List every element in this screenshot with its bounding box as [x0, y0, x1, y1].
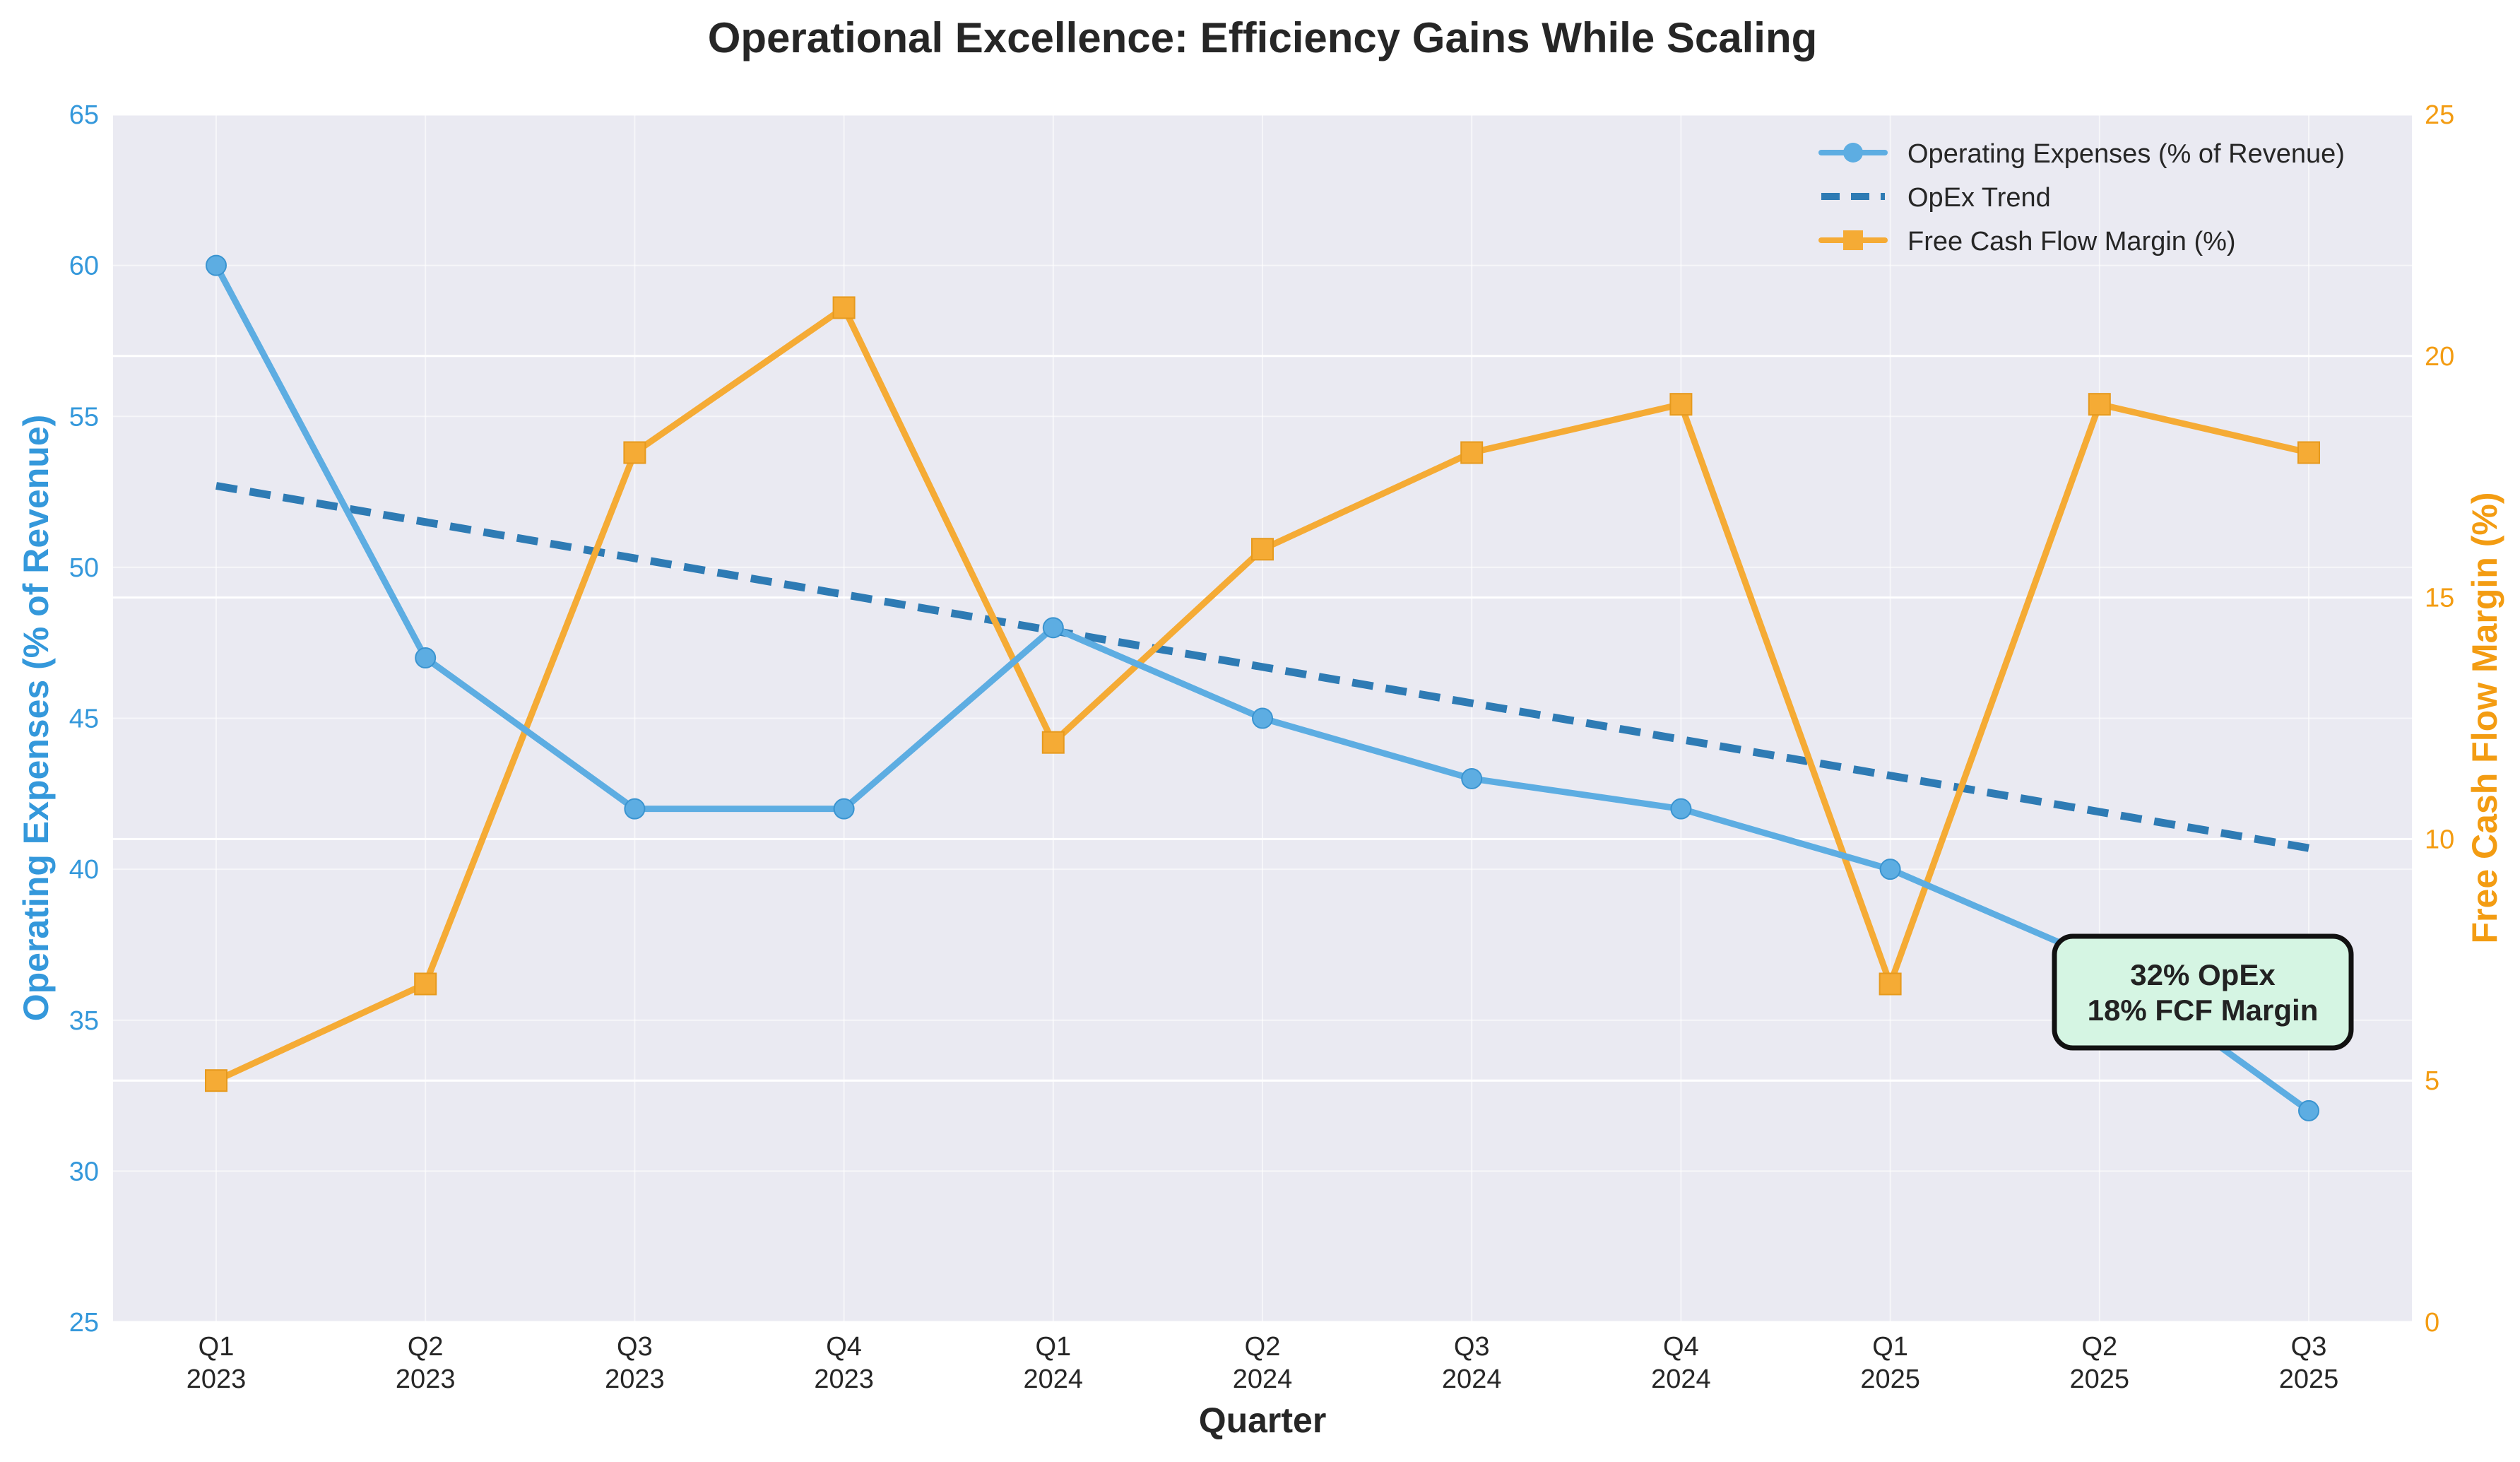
left-axis-tick-label: 40: [69, 855, 99, 885]
point-fcf: [1879, 972, 1902, 996]
legend-item-trend: OpEx Trend: [1821, 183, 2051, 213]
right-axis-tick-label: 25: [2425, 100, 2454, 130]
legend-label-fcf: Free Cash Flow Margin (%): [1907, 227, 2236, 257]
left-axis-tick-label: 65: [69, 100, 99, 130]
x-axis-tick-label: Q1 2024: [1024, 1332, 1084, 1394]
point-opex: [624, 798, 646, 820]
x-axis-tick-label: Q1 2025: [1860, 1332, 1920, 1394]
x-axis-tick-label: Q2 2025: [2070, 1332, 2130, 1394]
legend-item-fcf: Free Cash Flow Margin (%): [1818, 227, 2236, 257]
point-opex: [415, 647, 437, 669]
left-axis-tick-label: 60: [69, 252, 99, 281]
grid-lines: [113, 113, 2412, 1324]
left-axis-tick-label: 35: [69, 1006, 99, 1036]
left-axis-tick-label: 55: [69, 402, 99, 432]
point-fcf: [623, 441, 646, 464]
point-opex: [206, 254, 227, 276]
series-layer: [205, 254, 2320, 1121]
point-opex: [1252, 707, 1273, 729]
left-axis-tick-label: 30: [69, 1157, 99, 1186]
axes-layer: 25 30 35 40 45 50 55 60 65 0 5 10 15 20 25 Q1 2023 Q2 2023…: [69, 100, 2455, 1394]
legend-marker-fcf: [1843, 230, 1863, 250]
x-axis-title: Quarter: [1199, 1401, 1327, 1440]
chart-title: Operational Excellence: Efficiency Gains…: [708, 14, 1818, 61]
x-axis-tick-label: Q3 2024: [1442, 1332, 1502, 1394]
left-axis-tick-label: 50: [69, 553, 99, 583]
x-axis-tick-label: Q2 2023: [396, 1332, 456, 1394]
x-axis-tick-label: Q3 2023: [605, 1332, 665, 1394]
left-axis-tick-label: 45: [69, 705, 99, 734]
point-fcf: [414, 972, 437, 996]
point-opex: [1670, 798, 1692, 820]
legend: Operating Expenses (% of Revenue) OpEx T…: [1818, 139, 2345, 257]
point-fcf: [2297, 441, 2320, 464]
right-y-axis-title: Free Cash Flow Margin (%): [2465, 493, 2504, 944]
x-axis-tick-label: Q2 2024: [1233, 1332, 1293, 1394]
point-opex: [1879, 859, 1901, 880]
point-fcf: [1041, 731, 1065, 754]
right-axis-tick-label: 10: [2425, 825, 2454, 854]
point-fcf: [1669, 393, 1693, 416]
legend-marker-opex: [1843, 143, 1863, 163]
point-fcf: [832, 296, 856, 319]
annotation-box: 32% OpEx 18% FCF Margin: [2052, 933, 2354, 1051]
point-fcf: [2088, 393, 2111, 416]
legend-item-opex: Operating Expenses (% of Revenue): [1818, 139, 2345, 169]
right-axis-tick-label: 15: [2425, 584, 2454, 613]
right-axis-tick-label: 5: [2425, 1066, 2439, 1096]
legend-label-trend: OpEx Trend: [1907, 183, 2051, 213]
annotation-line-fcf: 18% FCF Margin: [2088, 994, 2319, 1027]
left-y-axis-title: Operating Expenses (% of Revenue): [16, 415, 56, 1022]
point-fcf: [1251, 538, 1274, 561]
right-axis-tick-label: 0: [2425, 1308, 2439, 1338]
point-fcf: [205, 1069, 227, 1092]
x-axis-tick-label: Q1 2023: [187, 1332, 247, 1394]
point-opex: [833, 798, 855, 820]
point-fcf: [1460, 441, 1484, 464]
x-axis-tick-label: Q3 2025: [2279, 1332, 2339, 1394]
left-axis-tick-label: 25: [69, 1308, 99, 1338]
x-axis-tick-label: Q4 2023: [814, 1332, 874, 1394]
legend-label-opex: Operating Expenses (% of Revenue): [1907, 139, 2345, 169]
annotation-line-opex: 32% OpEx: [2130, 958, 2276, 991]
point-opex: [1461, 767, 1483, 789]
point-opex: [2298, 1100, 2319, 1121]
x-axis-tick-label: Q4 2024: [1651, 1332, 1711, 1394]
right-axis-tick-label: 20: [2425, 342, 2454, 372]
annotation-background: [2052, 933, 2354, 1051]
point-opex: [1042, 617, 1064, 639]
